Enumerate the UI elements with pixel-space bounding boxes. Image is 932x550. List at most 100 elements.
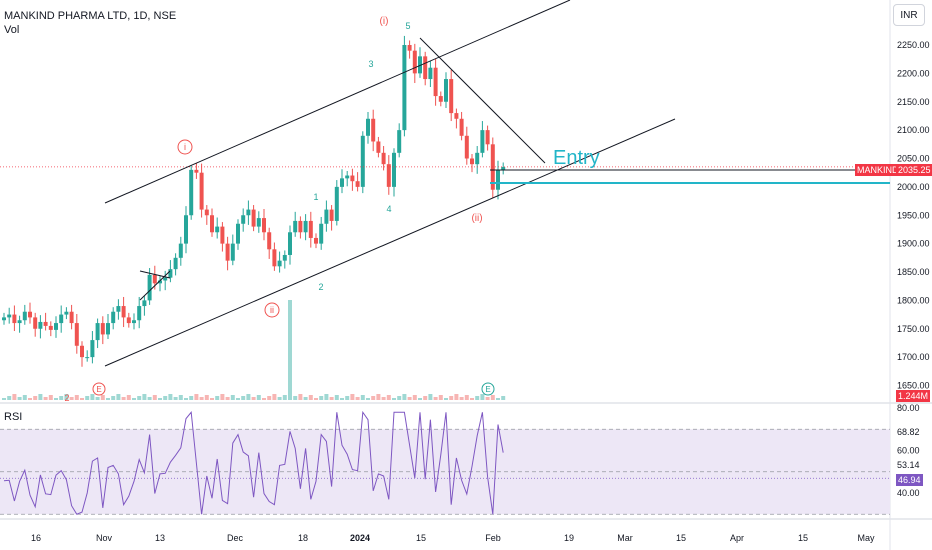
candle [350, 175, 355, 182]
volume-bar [74, 395, 79, 400]
candle [371, 118, 376, 142]
price-tick: 1950.00 [897, 210, 930, 220]
candle [288, 232, 292, 255]
candle [303, 220, 308, 233]
symbol-title[interactable]: MANKIND PHARMA LTD, 1D, NSE [4, 10, 177, 22]
candle [308, 220, 313, 238]
candle [386, 164, 391, 187]
candle [38, 321, 43, 329]
candle [184, 215, 188, 244]
candle [64, 311, 69, 315]
candle [215, 226, 220, 233]
price-tick: 1700.00 [897, 352, 930, 362]
wave-circle-label: i [184, 142, 186, 152]
candle [412, 50, 417, 74]
candle [106, 323, 110, 335]
triangle-line [139, 270, 171, 279]
dividend-marker: 2 [64, 393, 69, 403]
wave-label: 4 [386, 204, 391, 214]
volume-bar [454, 394, 459, 400]
time-tick: 2024 [350, 533, 370, 543]
volume-bar [267, 396, 272, 400]
price-tick: 1850.00 [897, 267, 930, 277]
candle [74, 323, 79, 346]
candle [204, 209, 209, 216]
candle [178, 243, 183, 258]
time-tick: May [857, 533, 875, 543]
volume-bar [423, 396, 428, 400]
volume-bar [360, 395, 365, 400]
candle [433, 67, 438, 97]
volume-bar [152, 395, 157, 400]
volume-bar [43, 397, 48, 400]
time-tick: Apr [730, 533, 744, 543]
candle [48, 325, 53, 330]
candle [449, 79, 454, 114]
currency-button[interactable]: INR [893, 4, 925, 26]
candle [137, 306, 142, 321]
time-tick: 16 [31, 533, 41, 543]
volume-value-tag: 1.244M [896, 390, 931, 402]
wave-circle [177, 139, 193, 155]
candle [230, 243, 235, 261]
candle [85, 357, 90, 359]
volume-bar [111, 396, 116, 400]
candle [236, 223, 240, 244]
wave-label: 3 [368, 59, 373, 69]
volume-bar [95, 397, 100, 400]
volume-bar [204, 395, 209, 400]
candle [262, 218, 266, 233]
volume-bar [38, 394, 43, 400]
rsi-tick: 53.14 [897, 460, 920, 470]
candle [392, 152, 396, 187]
wave-label: (ii) [471, 213, 482, 224]
candle [158, 280, 162, 284]
volume-bar [48, 395, 53, 400]
volume-bar [142, 394, 147, 400]
candle [340, 178, 344, 187]
wave-circle-label: ii [270, 305, 274, 315]
volume-bar [324, 394, 329, 400]
volume-bar [246, 394, 251, 400]
candle [22, 311, 27, 321]
volume-bar [308, 395, 313, 400]
candle [100, 323, 105, 335]
candle [345, 175, 350, 179]
candle [485, 130, 490, 145]
candle [293, 220, 298, 233]
volume-bar [490, 395, 495, 400]
wave-label: 5 [405, 21, 410, 31]
candle [267, 232, 272, 250]
candle [418, 56, 422, 74]
volume-bar [470, 398, 474, 400]
candle [397, 130, 402, 153]
candle [111, 311, 116, 324]
candle [480, 130, 485, 153]
volume-bar [366, 398, 370, 400]
candle [366, 118, 370, 136]
candle [277, 260, 282, 267]
candle [54, 323, 58, 330]
volume-bar [59, 396, 64, 400]
volume-bar [412, 395, 417, 400]
volume-bar [100, 395, 105, 400]
trend-line [419, 37, 546, 164]
candle [168, 269, 173, 278]
candle [381, 152, 386, 165]
last-price-tag: 2035.25 [896, 164, 932, 176]
price-tick: 1750.00 [897, 324, 930, 334]
candle [210, 215, 214, 233]
time-tick: 18 [298, 533, 308, 543]
volume-bar [334, 395, 339, 400]
volume-bar [480, 394, 485, 400]
volume-bar [251, 397, 256, 400]
candle [475, 152, 480, 165]
wave-label: (i) [380, 16, 389, 27]
price-tick: 2250.00 [897, 40, 930, 50]
candle [282, 254, 287, 261]
volume-bar [418, 398, 422, 400]
volume-bar [444, 398, 448, 400]
volume-bar [147, 397, 152, 400]
candle [173, 257, 178, 270]
